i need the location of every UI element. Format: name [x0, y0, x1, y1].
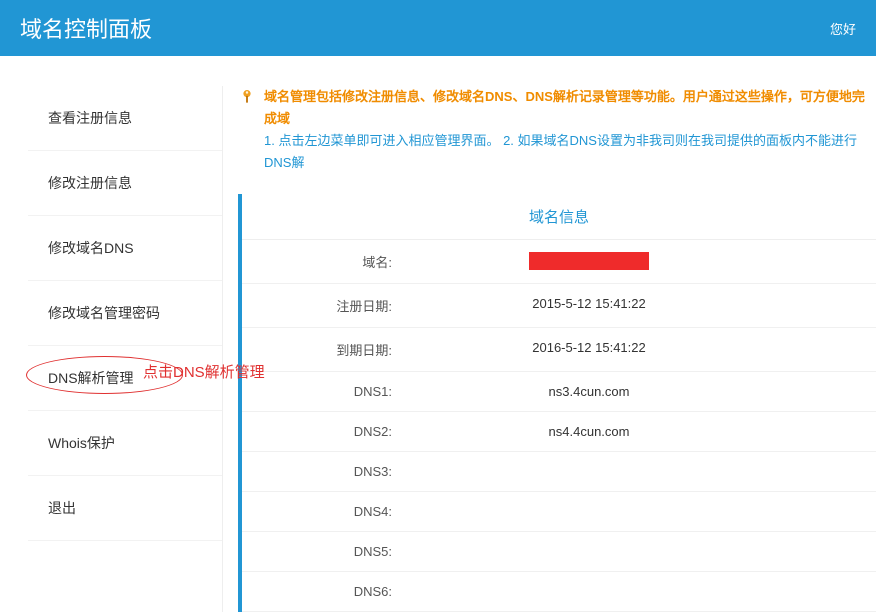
- main: 查看注册信息 修改注册信息 修改域名DNS 修改域名管理密码 DNS解析管理 W…: [0, 56, 876, 612]
- content: 域名管理包括修改注册信息、修改域名DNS、DNS解析记录管理等功能。用户通过这些…: [223, 86, 876, 612]
- info-label: DNS5:: [242, 544, 402, 559]
- info-row-expdate: 到期日期: 2016-5-12 15:41:22: [242, 328, 876, 372]
- page-title: 域名控制面板: [20, 12, 152, 44]
- info-value: [402, 544, 876, 559]
- sidebar-item-label: 修改域名管理密码: [48, 305, 160, 321]
- info-label: DNS4:: [242, 504, 402, 519]
- sidebar-item-edit-password[interactable]: 修改域名管理密码: [28, 281, 222, 346]
- sidebar-item-label: 查看注册信息: [48, 110, 132, 126]
- info-label: DNS3:: [242, 464, 402, 479]
- info-row-dns3: DNS3:: [242, 452, 876, 492]
- info-value: ns4.4cun.com: [402, 424, 876, 439]
- sidebar-item-edit-dns[interactable]: 修改域名DNS: [28, 216, 222, 281]
- notice-line1: 域名管理包括修改注册信息、修改域名DNS、DNS解析记录管理等功能。用户通过这些…: [264, 86, 876, 130]
- sidebar-item-label: 修改注册信息: [48, 175, 132, 191]
- notice-line2: 1. 点击左边菜单即可进入相应管理界面。 2. 如果域名DNS设置为非我司则在我…: [264, 130, 876, 174]
- info-value: [402, 584, 876, 599]
- info-label: DNS1:: [242, 384, 402, 399]
- info-value: 2015-5-12 15:41:22: [402, 296, 876, 315]
- info-title: 域名信息: [242, 194, 876, 240]
- sidebar-item-edit-reg[interactable]: 修改注册信息: [28, 151, 222, 216]
- info-label: DNS6:: [242, 584, 402, 599]
- sidebar-item-whois[interactable]: Whois保护: [28, 411, 222, 476]
- info-value: ns3.4cun.com: [402, 384, 876, 399]
- notice-text: 域名管理包括修改注册信息、修改域名DNS、DNS解析记录管理等功能。用户通过这些…: [264, 86, 876, 174]
- info-row-dns6: DNS6:: [242, 572, 876, 612]
- info-row-domain: 域名:: [242, 240, 876, 284]
- sidebar-item-label: Whois保护: [48, 435, 115, 451]
- info-label: 注册日期:: [242, 296, 402, 315]
- info-panel: 域名信息 域名: 注册日期: 2015-5-12 15:41:22 到期日期: …: [238, 194, 876, 612]
- info-value: 2016-5-12 15:41:22: [402, 340, 876, 359]
- sidebar-item-dns-manage[interactable]: DNS解析管理: [28, 346, 222, 411]
- pin-icon: [238, 88, 256, 106]
- info-label: 域名:: [242, 252, 402, 271]
- info-row-dns2: DNS2: ns4.4cun.com: [242, 412, 876, 452]
- sidebar-item-label: 修改域名DNS: [48, 240, 134, 256]
- sidebar-item-view-reg[interactable]: 查看注册信息: [28, 86, 222, 151]
- info-value: [402, 252, 876, 271]
- info-row-dns4: DNS4:: [242, 492, 876, 532]
- sidebar-item-exit[interactable]: 退出: [28, 476, 222, 541]
- info-row-dns1: DNS1: ns3.4cun.com: [242, 372, 876, 412]
- info-label: DNS2:: [242, 424, 402, 439]
- header-greeting: 您好: [830, 19, 856, 38]
- header: 域名控制面板 您好: [0, 0, 876, 56]
- info-row-regdate: 注册日期: 2015-5-12 15:41:22: [242, 284, 876, 328]
- sidebar-item-label: 退出: [48, 500, 76, 516]
- info-value: [402, 464, 876, 479]
- info-label: 到期日期:: [242, 340, 402, 359]
- notice: 域名管理包括修改注册信息、修改域名DNS、DNS解析记录管理等功能。用户通过这些…: [238, 86, 876, 186]
- info-row-dns5: DNS5:: [242, 532, 876, 572]
- info-value: [402, 504, 876, 519]
- sidebar-item-label: DNS解析管理: [48, 370, 134, 386]
- sidebar: 查看注册信息 修改注册信息 修改域名DNS 修改域名管理密码 DNS解析管理 W…: [28, 86, 223, 612]
- redacted-block: [529, 252, 649, 270]
